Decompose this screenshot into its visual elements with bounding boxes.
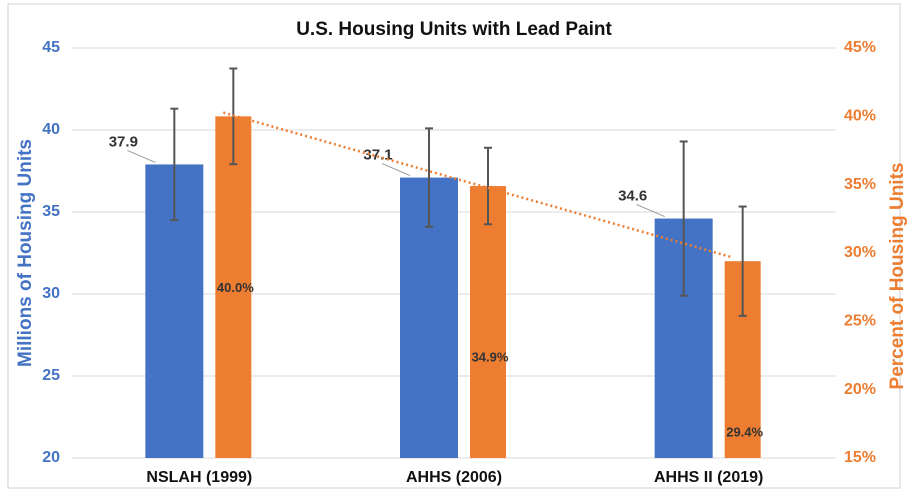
x-tick-label: AHHS II (2019): [654, 469, 763, 486]
bar: [215, 116, 252, 458]
chart-title: U.S. Housing Units with Lead Paint: [296, 19, 612, 40]
y-tick-label: 30: [42, 285, 60, 302]
x-tick-label: AHHS (2006): [406, 469, 502, 486]
y-tick-label: 45: [42, 39, 60, 56]
y2-tick-label: 35%: [844, 176, 876, 193]
leader-line: [381, 163, 411, 177]
bar: [470, 186, 506, 459]
trendline: [222, 111, 734, 259]
y-tick-label: 20: [42, 449, 60, 466]
x-tick-label: NSLAH (1999): [146, 469, 252, 486]
y-tick-label: 40: [42, 121, 60, 138]
y-tick-label: 25: [42, 367, 60, 384]
y2-axis-label: Percent of Housing Units: [887, 163, 908, 390]
y-tick-label: 35: [42, 203, 60, 220]
y2-tick-label: 30%: [844, 244, 876, 261]
y2-tick-label: 45%: [844, 39, 876, 56]
y2-tick-label: 40%: [844, 108, 876, 125]
leader-line: [636, 204, 665, 218]
data-label: 29.4%: [726, 425, 763, 440]
y2-tick-label: 25%: [844, 313, 876, 330]
data-label: 40.0%: [217, 280, 254, 295]
data-label: 34.6: [618, 188, 647, 205]
leader-line: [127, 149, 156, 163]
y2-tick-label: 20%: [844, 381, 876, 398]
data-label: 37.9: [109, 133, 138, 150]
data-label: 34.9%: [472, 349, 509, 364]
y-axis-label: Millions of Housing Units: [15, 139, 36, 367]
data-label: 37.1: [363, 147, 392, 164]
y2-tick-label: 15%: [844, 449, 876, 466]
